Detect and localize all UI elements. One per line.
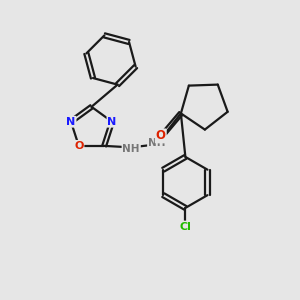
Text: NH: NH — [148, 138, 165, 148]
Text: NH: NH — [122, 144, 140, 154]
Text: N: N — [66, 117, 76, 127]
Text: Cl: Cl — [179, 221, 191, 232]
Text: N: N — [107, 117, 117, 127]
Text: O: O — [156, 129, 166, 142]
Text: O: O — [74, 141, 83, 151]
